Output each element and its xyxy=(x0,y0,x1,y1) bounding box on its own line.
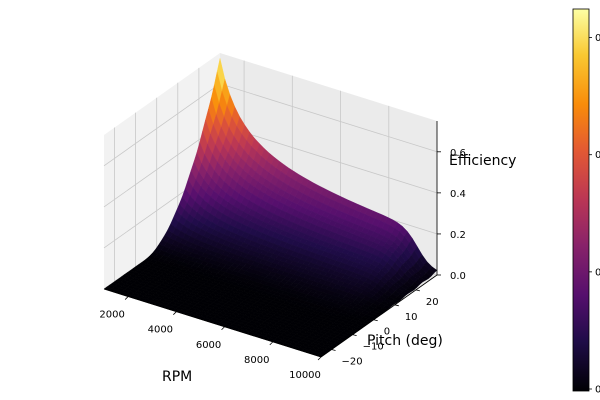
y-axis-label: Pitch (deg) xyxy=(367,333,443,349)
y-tick-mark xyxy=(352,334,357,337)
y-tick-label: −20 xyxy=(342,357,363,368)
x-tick-mark xyxy=(124,296,129,300)
z-tick-label: 0.6 xyxy=(450,148,466,159)
y-axis-line xyxy=(320,274,438,358)
y-tick-label: 0 xyxy=(384,327,390,338)
y-tick-label: −10 xyxy=(363,342,384,353)
y-tick-mark xyxy=(373,319,378,322)
x-tick-mark xyxy=(317,356,322,361)
y-tick-mark xyxy=(394,304,399,307)
y-tick-mark xyxy=(415,289,421,292)
z-tick-label: 0.0 xyxy=(450,271,466,282)
x-tick-label: 10000 xyxy=(289,370,321,381)
colorbar-tick-label: 0 xyxy=(595,385,600,396)
colorbar-tick-label: 0 xyxy=(595,267,600,278)
y-tick-mark xyxy=(331,349,336,351)
left-pane xyxy=(104,53,220,289)
x-tick-label: 8000 xyxy=(244,355,269,366)
colorbar-tick-label: 0 xyxy=(595,33,600,44)
y-tick-label: 10 xyxy=(405,312,418,323)
x-tick-label: 4000 xyxy=(148,325,173,336)
axes xyxy=(103,121,438,358)
x-tick-mark xyxy=(269,341,274,346)
colorbar: 0 0 0 0 xyxy=(572,8,600,396)
tick-labels: 2000 4000 6000 8000 10000 −20−100 10 20 0.0 0.2 0.… xyxy=(99,148,466,381)
x-tick-mark xyxy=(173,311,177,315)
colorbar-tick-label: 0 xyxy=(595,150,600,161)
x-tick-mark xyxy=(221,326,225,331)
z-axis-label: Efficiency xyxy=(449,153,516,169)
x-axis-label: RPM xyxy=(162,369,192,385)
colorbar-bar xyxy=(572,8,590,392)
x-axis-line xyxy=(103,288,322,358)
x-tick-label: 2000 xyxy=(99,310,124,321)
z-tick-label: 0.4 xyxy=(450,189,466,200)
y-tick-label: 20 xyxy=(426,297,439,308)
surface-plot xyxy=(103,58,438,358)
z-tick-label: 0.2 xyxy=(450,230,466,241)
x-tick-label: 6000 xyxy=(196,340,221,351)
